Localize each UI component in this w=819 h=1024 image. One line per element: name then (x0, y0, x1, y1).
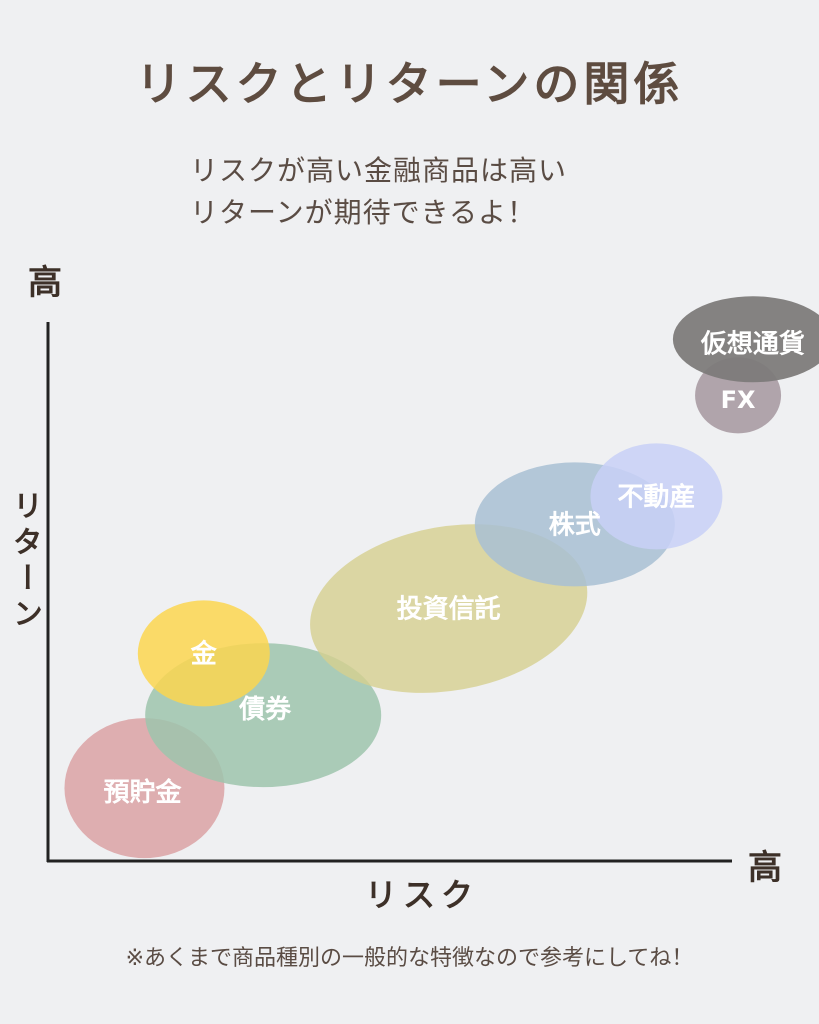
bubble-label-5: 不動産 (617, 481, 695, 512)
bubble-2 (137, 600, 270, 707)
bubble-5 (590, 443, 723, 550)
x-axis-high-label: 高 (748, 848, 782, 888)
bubble-label-7: 仮想通貨 (700, 328, 805, 359)
bubble-label-6: FX (721, 386, 756, 414)
bubble-layer (64, 296, 819, 859)
bubble-label-1: 債券 (238, 695, 292, 725)
bubble-label-2: 金 (190, 639, 218, 670)
x-axis-title: リスク (365, 876, 480, 914)
bubble-7 (672, 296, 819, 383)
bubble-label-3: 投資信託 (397, 594, 501, 625)
subtitle: リスクが高い金融商品は高い リターンが期待できるよ！ (190, 150, 567, 234)
subtitle-line-2: リターンが期待できるよ！ (190, 196, 537, 229)
y-axis-title: リターン (7, 490, 42, 634)
page-title: リスクとリターンの関係 (135, 57, 684, 111)
subtitle-line-1: リスクが高い金融商品は高い (190, 154, 568, 187)
bubble-label-0: 預貯金 (103, 777, 182, 808)
bubble-label-4: 株式 (549, 511, 601, 541)
y-axis-high-label: 高 (28, 263, 62, 303)
footnote: ※あくまで商品種別の一般的な特徴なので参考にしてね！ (125, 946, 694, 971)
